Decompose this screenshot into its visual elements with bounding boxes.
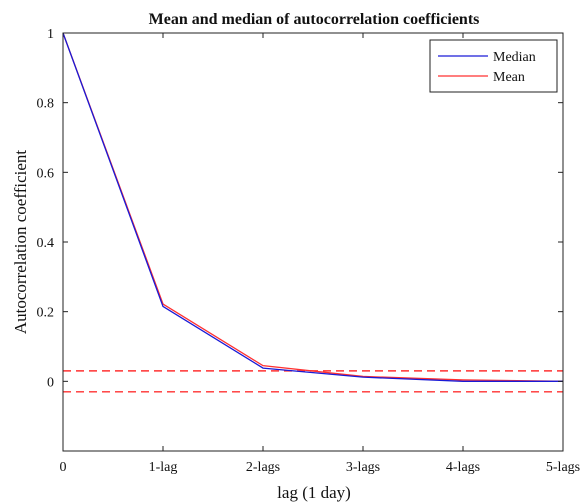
y-tick-label: 1 <box>47 27 54 42</box>
series-line-median <box>62 32 563 382</box>
x-tick-label: 1-lag <box>149 460 178 475</box>
y-tick-label: 0.8 <box>37 97 55 112</box>
y-tick-label: 0.6 <box>37 166 55 181</box>
x-axis-label: lag (1 day) <box>277 483 351 502</box>
legend-label: Median <box>493 50 536 65</box>
y-tick-labels: 0 0.2 0.4 0.6 0.8 1 <box>37 27 563 390</box>
legend: Median Mean <box>429 39 558 93</box>
y-axis-label: Autocorrelation coefficient <box>11 150 30 335</box>
series-line-mean <box>62 32 564 382</box>
y-tick-label: 0.2 <box>37 306 55 321</box>
x-tick-label: 5-lags <box>546 460 580 475</box>
x-tick-label: 2-lags <box>246 460 280 475</box>
chart-title: Mean and median of autocorrelation coeff… <box>149 11 480 28</box>
legend-box <box>429 39 558 93</box>
x-tick-label: 3-lags <box>346 460 380 475</box>
x-tick-labels: 0 1-lag 2-lags 3-lags 4-lags 5-lags <box>60 33 580 475</box>
legend-label: Mean <box>493 70 525 85</box>
x-tick-label: 4-lags <box>446 460 480 475</box>
x-tick-label: 0 <box>60 460 67 475</box>
y-tick-label: 0 <box>47 375 54 390</box>
series-group <box>62 32 564 382</box>
y-tick-label: 0.4 <box>37 236 55 251</box>
plot-frame <box>62 32 564 452</box>
